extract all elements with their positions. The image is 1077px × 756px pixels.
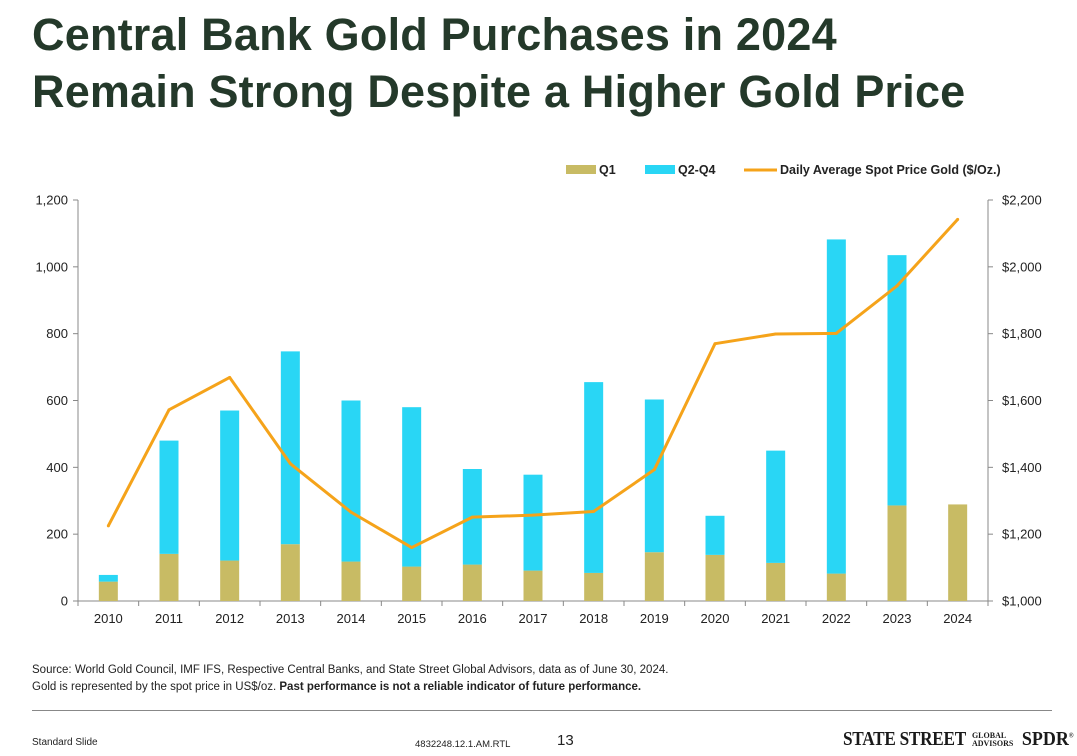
- bar-q1: [159, 553, 179, 601]
- spot-price-point: [592, 509, 596, 513]
- logo-spdr-text: SPDR: [1022, 728, 1070, 750]
- x-tick-label: 2011: [155, 611, 183, 626]
- x-tick-label: 2022: [822, 611, 851, 626]
- bar-q1: [887, 505, 907, 601]
- bar-q2-q4: [887, 255, 907, 506]
- left-tick-label: 1,200: [35, 193, 68, 208]
- title-line-2: Remain Strong Despite a Higher Gold Pric…: [32, 66, 966, 117]
- bar-q2-q4: [402, 407, 422, 567]
- right-tick-label: $1,000: [1002, 594, 1042, 609]
- spot-price-point: [652, 468, 656, 472]
- bar-q2-q4: [523, 474, 543, 571]
- x-tick-label: 2016: [458, 611, 487, 626]
- right-tick-label: $1,400: [1002, 460, 1042, 475]
- left-tick-label: 200: [46, 527, 68, 542]
- page-number: 13: [557, 732, 574, 749]
- bar-q1: [220, 560, 240, 601]
- left-tick-label: 0: [61, 594, 68, 609]
- spot-price-point: [834, 331, 838, 335]
- x-tick-label: 2019: [640, 611, 669, 626]
- bar-q1: [766, 562, 786, 601]
- bar-q1: [948, 504, 968, 601]
- bar-q2-q4: [584, 382, 604, 573]
- company-logo: STATE STREET GLOBAL ADVISORS SPDR®: [843, 728, 1077, 751]
- bar-q2-q4: [98, 574, 118, 582]
- performance-disclaimer: Past performance is not a reliable indic…: [279, 681, 642, 693]
- logo-sub-1: GLOBAL: [971, 730, 1007, 740]
- spot-price-point: [410, 546, 414, 550]
- bar-q1: [705, 554, 725, 601]
- bar-q2-q4: [705, 515, 725, 555]
- logo-sub-2: ADVISORS: [971, 738, 1014, 748]
- spot-price-point: [106, 524, 110, 528]
- logo-state-street: STATE STREET: [843, 728, 966, 750]
- logo-spdr: SPDR®: [1022, 728, 1074, 751]
- gold-purchases-chart: 0 200 400 600 800 1,000 1,200 $1,000 $1,200 $1,40…: [35, 163, 1042, 626]
- spot-price-point: [895, 284, 899, 288]
- bar-q2-q4: [644, 399, 664, 553]
- logo-registered-mark: ®: [1069, 731, 1074, 740]
- bar-q1: [462, 564, 482, 601]
- bar-q1: [584, 572, 604, 601]
- left-tick-label: 800: [46, 326, 68, 341]
- right-tick-label: $2,200: [1002, 193, 1042, 208]
- spot-price-point: [956, 217, 960, 221]
- x-tick-label: 2020: [701, 611, 730, 626]
- legend-swatch-q1: [566, 165, 596, 174]
- bar-q2-q4: [159, 440, 179, 554]
- spot-price-point: [531, 513, 535, 517]
- legend-label-q2-q4: Q2-Q4: [678, 163, 716, 177]
- bar-q1: [644, 552, 664, 601]
- bar-q2-q4: [826, 239, 846, 574]
- bar-q1: [280, 544, 300, 601]
- x-tick-label: 2010: [94, 611, 123, 626]
- x-tick-label: 2024: [943, 611, 972, 626]
- x-tick-label: 2023: [883, 611, 912, 626]
- legend-label-spot-price: Daily Average Spot Price Gold ($/Oz.): [780, 163, 1001, 177]
- bar-q1: [402, 566, 422, 601]
- bar-q1: [98, 581, 118, 601]
- x-tick-label: 2021: [761, 611, 790, 626]
- footer-divider: [32, 710, 1052, 711]
- x-tick-label: 2012: [215, 611, 244, 626]
- right-tick-label: $2,000: [1002, 259, 1042, 274]
- bar-q2-q4: [220, 410, 240, 561]
- left-tick-label: 1,000: [35, 259, 68, 274]
- spot-price-point: [288, 462, 292, 466]
- legend-swatch-q2-q4: [645, 165, 675, 174]
- bar-q2-q4: [766, 450, 786, 563]
- spot-price-point: [349, 510, 353, 514]
- source-line-2-text: Gold is represented by the spot price in…: [32, 681, 280, 693]
- x-tick-label: 2013: [276, 611, 305, 626]
- source-note: Source: World Gold Council, IMF IFS, Res…: [32, 662, 668, 696]
- left-tick-label: 400: [46, 460, 68, 475]
- bar-q2-q4: [280, 351, 300, 545]
- spot-price-point: [470, 515, 474, 519]
- title-line-1: Central Bank Gold Purchases in 2024: [32, 9, 837, 60]
- left-tick-label: 600: [46, 393, 68, 408]
- spot-price-point: [167, 408, 171, 412]
- source-line-1: Source: World Gold Council, IMF IFS, Res…: [32, 664, 669, 676]
- bar-q1: [826, 573, 846, 601]
- right-tick-label: $1,200: [1002, 527, 1042, 542]
- x-tick-label: 2018: [579, 611, 608, 626]
- logo-global-advisors: GLOBAL ADVISORS: [971, 730, 1014, 748]
- legend-label-q1: Q1: [599, 163, 616, 177]
- slide-type-label: Standard Slide: [32, 737, 98, 748]
- bar-q2-q4: [341, 400, 361, 562]
- bar-q1: [341, 561, 361, 601]
- page-title: Central Bank Gold Purchases in 2024 Rema…: [32, 6, 1062, 120]
- right-tick-label: $1,600: [1002, 393, 1042, 408]
- bar-q1: [523, 570, 543, 601]
- x-tick-label: 2017: [519, 611, 548, 626]
- spot-price-point: [774, 332, 778, 336]
- spot-price-point: [713, 342, 717, 346]
- source-line-2: Gold is represented by the spot price in…: [32, 679, 668, 696]
- spot-price-point: [228, 375, 232, 379]
- document-code: 4832248.12.1.AM.RTL: [415, 739, 511, 750]
- x-tick-label: 2015: [397, 611, 426, 626]
- right-tick-label: $1,800: [1002, 326, 1042, 341]
- x-tick-label: 2014: [337, 611, 366, 626]
